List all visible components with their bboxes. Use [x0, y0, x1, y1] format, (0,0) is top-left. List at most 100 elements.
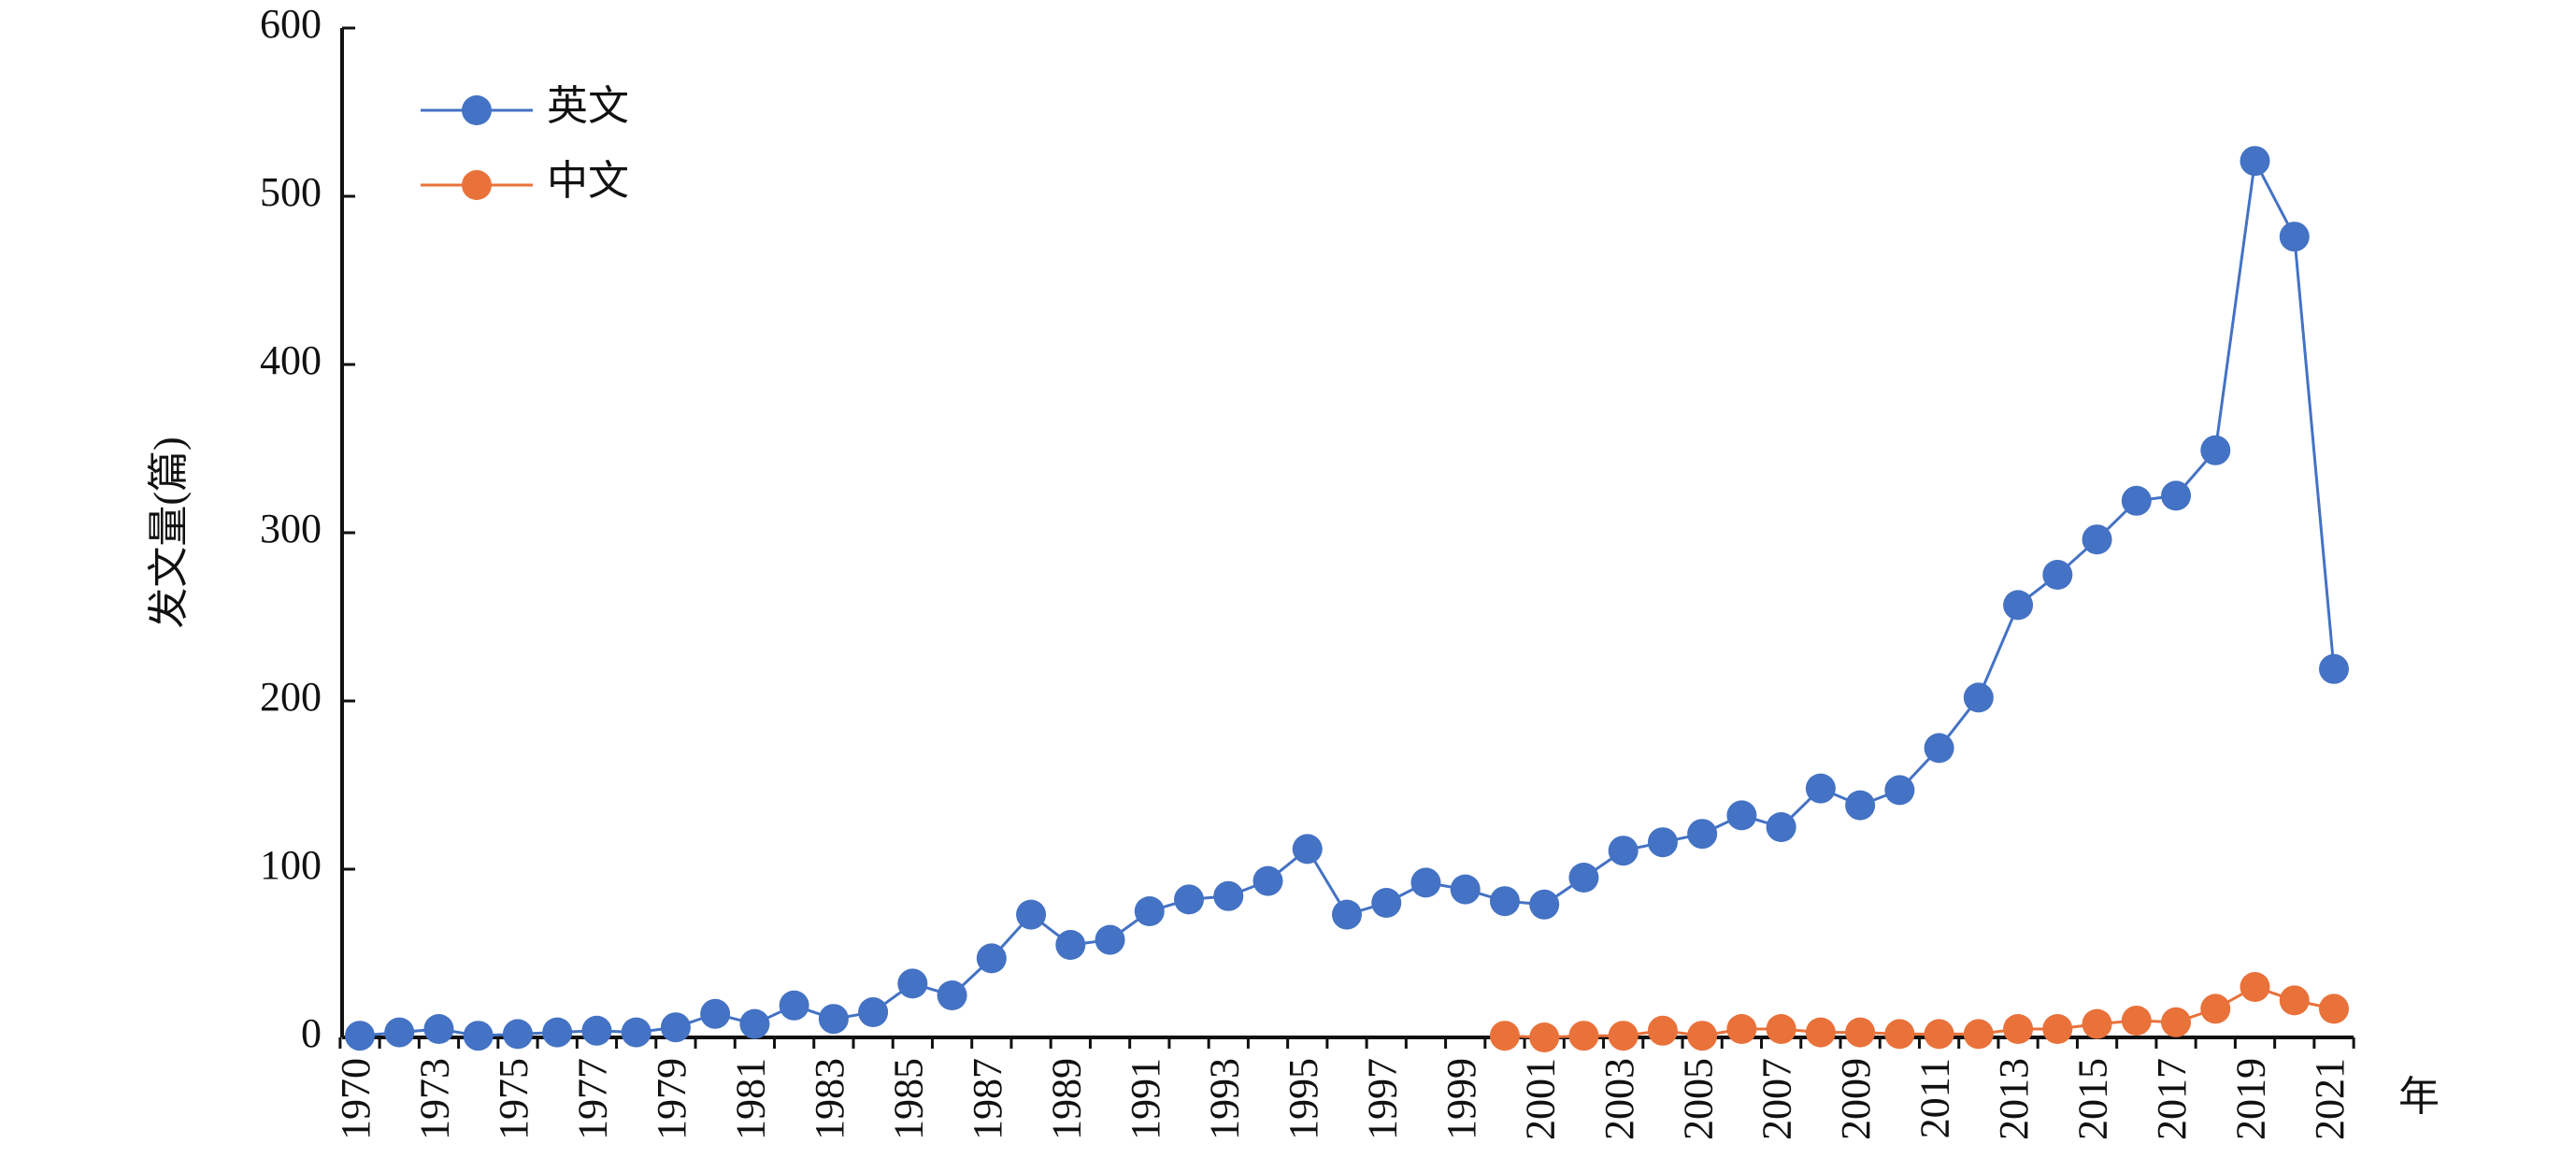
x-tick-label: 1997 — [1359, 1058, 1405, 1140]
data-point — [384, 1017, 415, 1048]
x-tick-label: 1979 — [649, 1058, 694, 1140]
y-axis-label: 发文量(篇) — [146, 436, 192, 628]
data-point — [660, 1012, 691, 1043]
data-point — [2279, 985, 2310, 1016]
data-point — [1568, 1021, 1599, 1051]
data-point — [739, 1008, 770, 1039]
y-tick-label: 0 — [301, 1010, 322, 1056]
data-point — [1529, 889, 1560, 920]
data-point — [1726, 800, 1757, 831]
x-tick-label: 2009 — [1833, 1058, 1879, 1140]
data-point — [1805, 773, 1836, 804]
x-tick-label: 2017 — [2149, 1058, 2195, 1140]
data-point — [2240, 972, 2270, 1002]
data-point — [1174, 884, 1205, 915]
x-tick-label: 1995 — [1281, 1058, 1326, 1140]
data-point — [1963, 1019, 1994, 1050]
data-point — [2279, 222, 2310, 252]
data-point — [1568, 863, 1599, 893]
x-tick-label: 2013 — [1991, 1058, 2037, 1140]
data-point — [2042, 560, 2073, 590]
x-tick-label: 2005 — [1675, 1058, 1721, 1140]
data-point — [423, 1014, 454, 1044]
data-point — [1647, 1015, 1678, 1046]
data-point — [1332, 899, 1362, 930]
data-point — [1529, 1022, 1560, 1052]
data-point — [1924, 1019, 1954, 1050]
data-point — [1963, 682, 1994, 713]
y-tick-label: 300 — [260, 506, 322, 551]
data-point — [1055, 930, 1086, 960]
x-tick-label: 2007 — [1754, 1058, 1800, 1140]
data-point — [1608, 836, 1639, 866]
data-point — [1687, 819, 1718, 850]
data-point — [2082, 1008, 2112, 1039]
data-point — [1845, 1017, 1876, 1048]
x-tick-label: 1975 — [491, 1058, 537, 1140]
data-point — [1884, 1019, 1915, 1050]
x-tick-label: 1987 — [965, 1058, 1010, 1140]
data-point — [779, 990, 809, 1021]
data-point — [542, 1017, 573, 1048]
data-point — [1647, 827, 1678, 858]
data-point — [1884, 775, 1915, 806]
y-tick-label: 600 — [260, 1, 322, 47]
data-point — [858, 997, 889, 1027]
data-point — [818, 1004, 849, 1035]
data-point — [2121, 485, 2152, 516]
data-point — [1726, 1014, 1757, 1044]
y-tick-label: 400 — [260, 337, 322, 383]
data-point — [1410, 867, 1441, 898]
x-tick-label: 2011 — [1912, 1058, 1958, 1138]
data-point — [581, 1015, 612, 1046]
data-point — [2042, 1014, 2073, 1044]
x-tick-label: 1989 — [1043, 1058, 1089, 1140]
data-point — [700, 998, 731, 1029]
legend-marker — [462, 95, 492, 125]
x-tick-label: 1991 — [1123, 1058, 1168, 1140]
x-axis-label: 年 — [2398, 1074, 2440, 1120]
x-tick-label: 1983 — [807, 1058, 852, 1140]
data-point — [1687, 1021, 1718, 1051]
data-point — [2161, 1007, 2192, 1037]
legend-marker — [462, 170, 492, 200]
data-point — [976, 943, 1007, 974]
y-tick-label: 500 — [260, 169, 322, 215]
y-tick-label: 100 — [260, 842, 322, 888]
data-point — [2082, 524, 2112, 555]
x-tick-label: 2003 — [1596, 1058, 1642, 1140]
x-tick-label: 1999 — [1438, 1058, 1484, 1140]
x-tick-label: 1973 — [412, 1058, 458, 1140]
x-tick-label: 1977 — [570, 1058, 616, 1140]
data-point — [621, 1017, 651, 1048]
data-point — [2319, 993, 2349, 1024]
data-point — [2200, 435, 2231, 465]
data-point — [1450, 874, 1481, 905]
data-point — [937, 980, 967, 1010]
data-point — [897, 968, 928, 999]
legend-label: 中文 — [547, 158, 629, 204]
x-tick-label: 2001 — [1517, 1058, 1563, 1140]
data-point — [1489, 886, 1520, 917]
data-point — [2003, 1014, 2034, 1044]
data-point — [502, 1019, 533, 1050]
x-tick-label: 2021 — [2307, 1058, 2353, 1140]
series-line — [1504, 985, 2335, 1039]
data-point — [345, 1021, 375, 1051]
data-point — [1252, 865, 1283, 896]
data-point — [1292, 834, 1323, 865]
legend-label: 英文 — [547, 83, 629, 129]
data-point — [463, 1021, 494, 1051]
data-point — [1016, 899, 1047, 930]
data-point — [2319, 653, 2349, 684]
x-tick-label: 1993 — [1201, 1058, 1247, 1140]
data-point — [1608, 1021, 1639, 1051]
data-point — [1095, 924, 1125, 955]
data-point — [2121, 1006, 2152, 1036]
x-tick-label: 1970 — [333, 1058, 379, 1140]
x-tick-label: 1981 — [727, 1058, 773, 1140]
data-point — [1134, 896, 1165, 926]
data-point — [1766, 812, 1796, 842]
data-point — [1766, 1014, 1796, 1044]
